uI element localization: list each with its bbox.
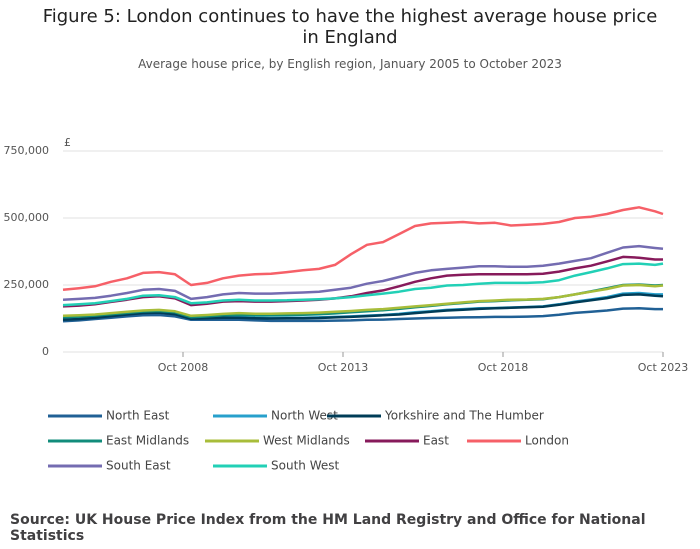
legend-label: North East	[106, 409, 170, 423]
x-tick-label: Oct 2023	[638, 361, 689, 374]
legend-label: North West	[271, 409, 338, 423]
series-line	[62, 255, 663, 308]
y-tick-label: 500,000	[4, 211, 50, 224]
x-tick-label: Oct 2013	[318, 361, 369, 374]
legend-label: London	[525, 434, 569, 448]
legend-label: Yorkshire and The Humber	[384, 409, 544, 423]
legend-label: South East	[106, 459, 171, 473]
series-line	[62, 283, 664, 318]
series-line	[62, 293, 664, 322]
y-tick-label: 0	[42, 345, 49, 358]
y-tick-label: 750,000	[4, 144, 50, 157]
series-line	[62, 244, 664, 301]
legend-label: East Midlands	[106, 434, 189, 448]
legend-label: East	[423, 434, 449, 448]
x-tick-label: Oct 2008	[158, 361, 209, 374]
x-tick-label: Oct 2018	[478, 361, 529, 374]
series-line	[62, 307, 663, 323]
series-line	[62, 206, 664, 292]
y-tick-label: 250,000	[4, 278, 50, 291]
legend-label: South West	[271, 459, 339, 473]
legend-label: West Midlands	[263, 434, 350, 448]
y-axis-label: £	[64, 136, 71, 149]
series-line	[62, 262, 664, 307]
source-note: Source: UK House Price Index from the HM…	[10, 512, 646, 544]
chart-subtitle: Average house price, by English region, …	[138, 57, 562, 71]
chart-title: Figure 5: London continues to have the h…	[42, 6, 658, 48]
